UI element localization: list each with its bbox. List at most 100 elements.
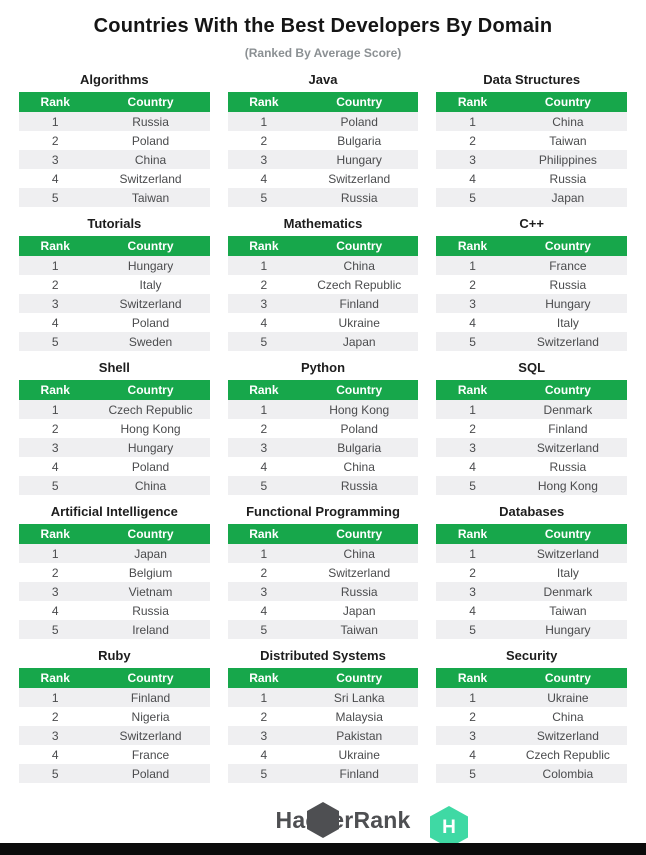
ranking-table: Rank Country 1 Russia 2 Poland 3 China 4 Switze…	[19, 92, 210, 207]
table-row: 5 Japan	[227, 332, 419, 351]
ranking-table: Rank Country 1 France 2 Russia 3 Hungary 4 Ital…	[436, 236, 627, 351]
country-cell: Philippines	[538, 152, 597, 167]
page-title: Countries With the Best Developers By Do…	[93, 15, 553, 37]
country-column-header: Country	[336, 671, 383, 685]
rank-cell: 4	[260, 315, 268, 330]
country-cell: Taiwan	[549, 133, 587, 148]
domain-table-ruby: Ruby Rank Country 1 Finland 2 Nigeria 3 Switz…	[19, 648, 210, 783]
table-row: 4 Ukraine	[227, 745, 419, 764]
domain-table-functional-programming: Functional Programming Rank Country 1 Chi…	[227, 504, 419, 639]
domain-title: Java	[308, 72, 338, 87]
country-cell: Poland	[131, 315, 170, 330]
page-subtitle: (Ranked By Average Score)	[244, 46, 402, 60]
rank-cell: 1	[260, 258, 268, 273]
rank-cell: 3	[51, 728, 59, 743]
ranking-table: Rank Country 1 Poland 2 Bulgaria 3 Hungary 4 Sw…	[227, 92, 419, 207]
table-row: 2 Belgium	[19, 563, 210, 582]
rank-column-header: Rank	[249, 383, 279, 397]
rank-cell: 4	[469, 603, 476, 618]
rank-cell: 3	[469, 584, 476, 599]
country-cell: Switzerland	[119, 171, 182, 186]
table-header-row: Rank Country	[19, 524, 210, 544]
rank-column-header: Rank	[457, 95, 488, 109]
table-row: 3 Switzerland	[19, 726, 210, 745]
country-cell: Malaysia	[335, 709, 383, 724]
table-row: 4 Japan	[227, 601, 419, 620]
table-row: 3 Pakistan	[227, 726, 419, 745]
country-cell: Hungary	[336, 152, 382, 167]
rank-cell: 2	[260, 421, 268, 436]
footer: H HackerRank H	[0, 793, 646, 855]
rank-cell: 2	[260, 565, 268, 580]
rank-cell: 1	[51, 114, 59, 129]
table-row: 1 Ukraine	[436, 688, 627, 707]
table-row: 3 Switzerland	[436, 726, 627, 745]
table-header-row: Rank Country	[436, 92, 627, 112]
ranking-table: Rank Country 1 China 2 Taiwan 3 Philippines 4 R…	[436, 92, 627, 207]
country-column-header: Country	[127, 239, 174, 253]
country-cell: Poland	[131, 766, 170, 781]
ranking-table: Rank Country 1 Japan 2 Belgium 3 Vietnam 4 Russ…	[19, 524, 210, 639]
table-row: 5 Hungary	[436, 620, 627, 639]
hackerrank-h-letter: H	[442, 816, 456, 838]
hackerrank-logo: H HackerRank	[0, 802, 646, 838]
country-cell: Switzerland	[536, 728, 599, 743]
country-cell: Switzerland	[536, 334, 599, 349]
table-row: 5 Sweden	[19, 332, 210, 351]
country-cell: Bulgaria	[337, 440, 382, 455]
country-column-header: Country	[336, 527, 383, 541]
country-cell: China	[552, 114, 584, 129]
country-cell: Poland	[340, 114, 378, 129]
country-cell: Russia	[340, 584, 378, 599]
rank-cell: 1	[260, 114, 268, 129]
rank-cell: 5	[51, 622, 59, 637]
rank-cell: 2	[469, 277, 476, 292]
rank-cell: 4	[260, 459, 268, 474]
domain-table-distributed-systems: Distributed Systems Rank Country 1 Sri La…	[227, 648, 419, 783]
rank-cell: 1	[260, 546, 268, 561]
country-cell: Russia	[549, 459, 587, 474]
table-row: 3 Russia	[227, 582, 419, 601]
table-header-row: Rank Country	[19, 380, 210, 400]
domain-table-python: Python Rank Country 1 Hong Kong 2 Poland 3 Bu…	[227, 360, 419, 495]
table-row: 3 Finland	[227, 294, 419, 313]
domain-tables-grid: Algorithms Rank Country 1 Russia 2 Poland 3 C…	[19, 72, 627, 783]
table-row: 5 Hong Kong	[436, 476, 627, 495]
rank-cell: 2	[51, 421, 59, 436]
table-header-row: Rank Country	[19, 236, 210, 256]
hackerrank-hexagon-dark-icon: H	[236, 802, 339, 838]
rank-cell: 3	[260, 440, 268, 455]
table-row: 2 China	[436, 707, 627, 726]
rank-cell: 1	[469, 402, 476, 417]
rank-cell: 3	[51, 584, 59, 599]
rank-cell: 3	[51, 296, 59, 311]
table-header-row: Rank Country	[436, 524, 627, 544]
country-cell: Denmark	[543, 584, 593, 599]
country-cell: France	[549, 258, 587, 273]
country-cell: Taiwan	[340, 622, 378, 637]
rank-cell: 4	[469, 171, 476, 186]
country-cell: Italy	[556, 565, 579, 580]
rank-cell: 3	[51, 440, 59, 455]
table-row: 1 Japan	[19, 544, 210, 563]
table-row: 3 Denmark	[436, 582, 627, 601]
ranking-table: Rank Country 1 China 2 Czech Republic 3 Finla…	[227, 236, 419, 351]
table-row: 5 Russia	[227, 476, 419, 495]
table-row: 1 Poland	[227, 112, 419, 131]
country-cell: Finland	[130, 690, 171, 705]
country-cell: Poland	[340, 421, 378, 436]
rank-column-header: Rank	[457, 527, 488, 541]
ranking-table: Rank Country 1 Czech Republic 2 Hong Kong 3 H…	[19, 380, 210, 495]
table-row: 4 Russia	[436, 169, 627, 188]
table-row: 2 Nigeria	[19, 707, 210, 726]
table-row: 5 Japan	[436, 188, 627, 207]
country-cell: Vietnam	[128, 584, 173, 599]
country-cell: Czech Republic	[525, 747, 610, 762]
country-column-header: Country	[127, 383, 174, 397]
rank-column-header: Rank	[249, 95, 279, 109]
table-row: 2 Czech Republic	[227, 275, 419, 294]
rank-cell: 3	[469, 296, 476, 311]
country-cell: Japan	[134, 546, 167, 561]
table-row: 4 Russia	[19, 601, 210, 620]
table-header-row: Rank Country	[19, 668, 210, 688]
